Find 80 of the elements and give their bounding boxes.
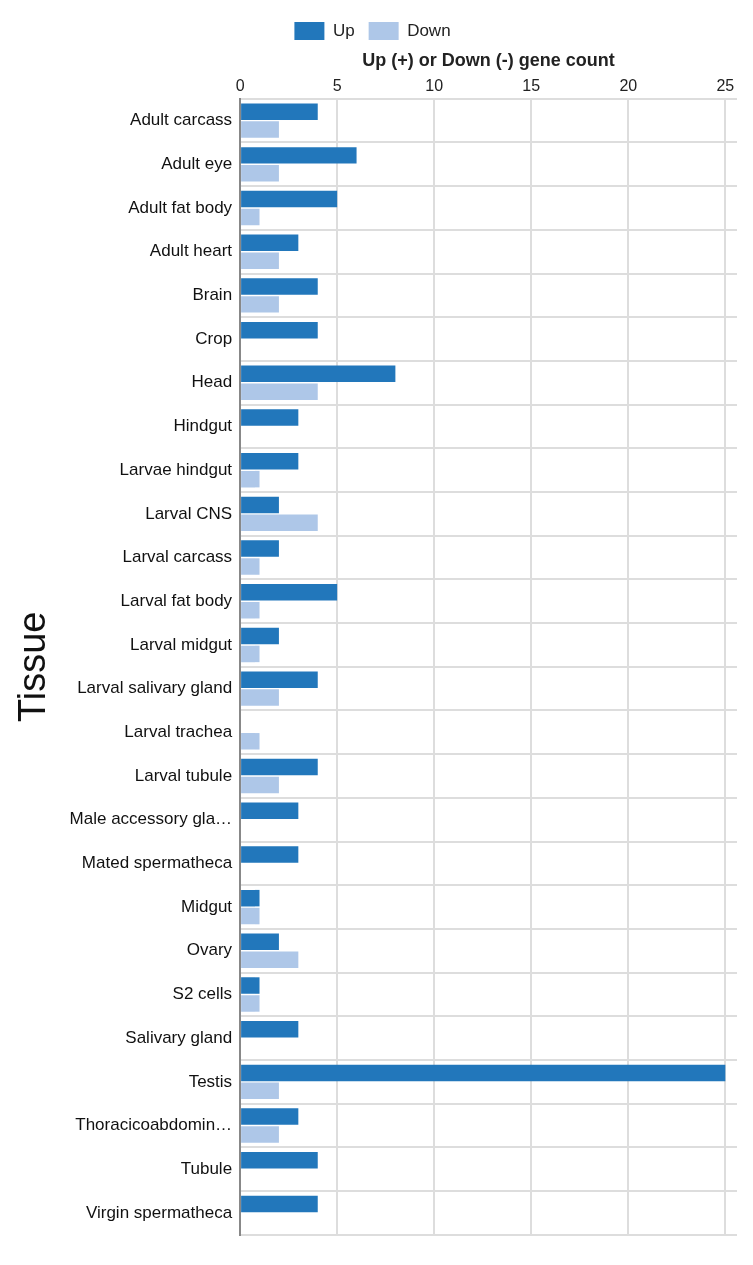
y-axis-title: Tissue [11,611,54,723]
bar [241,383,318,400]
bar [241,1195,318,1213]
y-tick-label: Adult eye [161,154,233,174]
bar [241,802,299,820]
bar [241,1152,318,1169]
y-tick-label: Ovary [186,940,233,960]
bar [241,671,318,688]
bar [241,1108,299,1125]
y-tick-label: Hindgut [173,416,233,436]
y-tick-label: Adult carcass [130,110,233,130]
bar [241,558,260,575]
y-tick-label: Adult fat body [128,197,233,217]
bar [241,190,338,208]
y-tick-label: Tubule [180,1158,233,1178]
legend-label: Down [407,20,451,40]
bar [241,252,279,269]
y-tick-label: Mated spermatheca [81,853,233,873]
y-tick-label: S2 cells [172,984,233,1004]
y-tick-label: Larvae hindgut [119,459,233,479]
y-tick-label: Male accessory gla… [69,809,233,829]
y-tick-label: Larval carcass [122,547,233,567]
bar [241,601,260,619]
bar [241,278,318,295]
y-tick-label: Head [191,372,233,392]
bar [241,627,279,645]
y-tick-label: Adult heart [149,241,233,261]
bar [241,234,299,252]
legend-label: Up [332,20,355,40]
bar [241,776,279,794]
x-tick-label: 20 [619,76,638,94]
bar [241,995,260,1012]
y-tick-label: Larval midgut [130,634,233,654]
x-tick-label: 0 [235,76,245,94]
bar [241,540,279,557]
bar [241,951,299,968]
bar [241,1020,299,1038]
y-tick-label: Larval tubule [134,765,233,785]
y-tick-label: Midgut [181,896,233,916]
y-tick-label: Brain [192,285,233,305]
bar [241,846,299,863]
y-tick-label: Thoracicoabdomin… [75,1115,233,1135]
bar [241,452,299,470]
x-tick-label: 15 [522,76,541,94]
y-tick-label: Virgin spermatheca [85,1202,233,1222]
bar [241,121,279,138]
x-tick-label: 10 [425,76,444,94]
bar [241,496,279,514]
bar [241,1126,279,1143]
bar [241,889,260,907]
bar [241,758,318,776]
bar [241,584,338,601]
bar [241,365,396,383]
bar [241,689,279,706]
bar [241,933,279,951]
bar [241,208,260,226]
bar [241,103,318,120]
x-axis-title: Up (+) or Down (-) gene count [362,49,615,70]
bar [241,733,260,750]
bar [241,165,279,182]
bar [241,1082,279,1100]
y-tick-label: Crop [195,328,233,348]
y-tick-label: Testis [188,1071,233,1091]
bar [241,409,299,426]
bar [241,514,318,532]
bar [241,470,260,488]
bar [241,321,318,339]
bar [241,147,357,164]
y-tick-label: Larval trachea [124,722,233,742]
x-tick-label: 5 [332,76,342,94]
bar [241,1064,726,1082]
bar [241,296,279,313]
y-tick-label: Salivary gland [125,1027,233,1047]
x-tick-label: 25 [716,76,735,94]
y-tick-label: Larval CNS [145,503,233,523]
y-tick-label: Larval salivary gland [77,678,233,698]
bar [241,977,260,994]
bar [241,907,260,925]
y-tick-label: Larval fat body [120,590,233,610]
bar [241,645,260,663]
